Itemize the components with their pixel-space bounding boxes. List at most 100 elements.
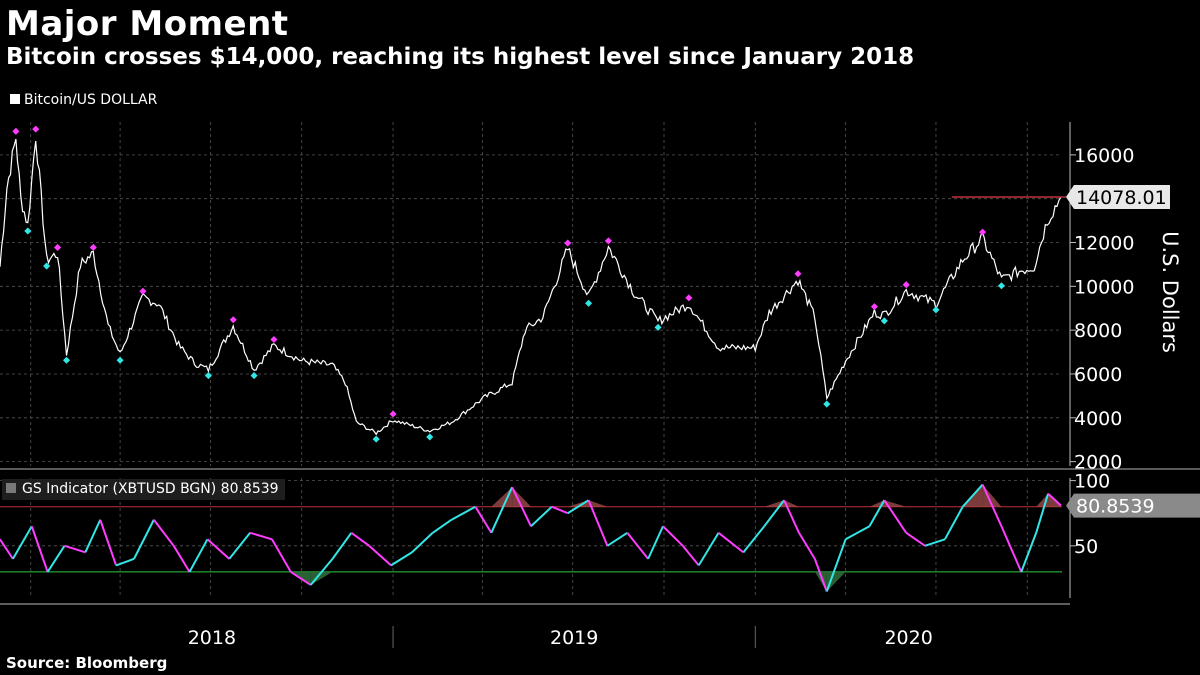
gs-segment-30 — [567, 499, 590, 515]
price-markers — [12, 125, 1005, 443]
low-marker-34 — [585, 299, 593, 307]
gs-segment-5 — [84, 519, 102, 553]
gs-segment-25 — [474, 506, 493, 534]
high-marker-10 — [89, 243, 97, 252]
price-last-value-label: 14078.01 — [1076, 187, 1167, 209]
gs-segment-47 — [883, 499, 908, 534]
high-marker-18 — [229, 316, 237, 324]
gs-segment-56 — [1047, 492, 1062, 507]
gs-segment-31 — [587, 499, 609, 547]
gs-segment-24 — [451, 505, 476, 521]
legend-swatch-gs — [6, 483, 16, 493]
gs-segment-4 — [64, 544, 86, 554]
low-marker-47 — [880, 317, 888, 325]
gs-segment-51 — [962, 483, 984, 508]
upper-fill-41 — [784, 500, 799, 507]
lower-fill-43 — [814, 571, 827, 592]
price-tick-label-4000: 4000 — [1074, 408, 1122, 430]
gs-segment-17 — [309, 558, 334, 586]
gs-segment-13 — [228, 532, 251, 560]
low-marker-52 — [997, 282, 1005, 290]
price-tick-label-12000: 12000 — [1074, 233, 1134, 255]
gs-segment-44 — [825, 538, 847, 592]
gs-segment-49 — [924, 538, 946, 547]
gs-segment-45 — [845, 525, 870, 541]
gs-segment-1 — [12, 525, 33, 560]
y-axis-label: U.S. Dollars — [1158, 231, 1182, 353]
source-note: Source: Bloomberg — [6, 654, 168, 672]
high-marker-38 — [685, 294, 693, 302]
legend-gs-indicator: GS Indicator (XBTUSD BGN) 80.8539 — [2, 479, 285, 500]
low-marker-6 — [43, 262, 51, 270]
high-marker-13 — [139, 287, 147, 295]
gs-segment-10 — [172, 545, 191, 573]
last-value-labels: 14078.01 80.8539 — [1066, 184, 1200, 518]
gs-segment-40 — [763, 499, 785, 527]
chart-subtitle: Bitcoin crosses $14,000, reaching its hi… — [6, 44, 915, 70]
bitcoin-price-line — [0, 138, 1062, 436]
legend-swatch-bitcoin — [10, 94, 20, 104]
indicator-series — [0, 483, 1062, 592]
gs-segment-36 — [682, 545, 700, 567]
low-marker-8 — [62, 356, 71, 364]
gs-segment-46 — [868, 499, 886, 527]
gs-segment-48 — [905, 531, 926, 547]
gs-segment-0 — [0, 538, 14, 560]
legend-bitcoin: Bitcoin/US DOLLAR — [10, 92, 157, 108]
upper-fill-47 — [884, 500, 907, 507]
price-last-value-box — [1066, 184, 1170, 209]
legend-label-gs: GS Indicator (XBTUSD BGN) 80.8539 — [22, 481, 279, 497]
gs-segment-21 — [390, 551, 413, 567]
gs-tick-label-50: 50 — [1074, 536, 1098, 558]
price-tick-label-8000: 8000 — [1074, 320, 1122, 342]
price-series — [0, 138, 1066, 436]
x-tick-labels: 2018 2019 2020 — [188, 626, 933, 649]
upper-fill-27 — [512, 487, 531, 507]
low-marker-19 — [250, 372, 258, 380]
low-marker-37 — [654, 323, 662, 331]
gs-segment-27 — [511, 486, 532, 527]
legend-label-bitcoin: Bitcoin/US DOLLAR — [24, 92, 158, 108]
gs-segment-50 — [944, 506, 964, 540]
gs-segment-39 — [742, 525, 766, 553]
gs-segment-18 — [331, 532, 353, 560]
gs-segment-11 — [188, 538, 209, 573]
high-marker-2 — [12, 127, 20, 135]
high-marker-51 — [979, 228, 987, 236]
gs-segment-6 — [99, 519, 118, 566]
gs-segment-9 — [153, 519, 175, 547]
low-marker-27 — [426, 433, 434, 441]
high-marker-42 — [794, 270, 802, 278]
low-marker-17 — [204, 372, 212, 380]
gs-segment-52 — [981, 484, 1003, 527]
high-marker-35 — [604, 237, 612, 245]
high-marker-48 — [902, 281, 910, 289]
high-marker-46 — [870, 303, 878, 311]
upper-fill-31 — [588, 500, 608, 507]
gs-segment-23 — [432, 518, 453, 534]
gs-segment-34 — [647, 525, 664, 560]
x-tick-label-2018: 2018 — [188, 627, 236, 649]
x-tick-label-2020: 2020 — [884, 627, 932, 649]
gs-segment-22 — [411, 532, 434, 554]
gs-segment-38 — [717, 531, 745, 554]
gs-segment-14 — [249, 531, 273, 541]
gs-segment-2 — [30, 525, 49, 573]
gs-segment-12 — [206, 538, 230, 560]
gs-last-value-box — [1066, 493, 1200, 518]
grid-lines — [0, 154, 1062, 547]
gs-segment-28 — [530, 505, 553, 527]
price-tick-label-6000: 6000 — [1074, 364, 1122, 386]
gs-segment-55 — [1035, 493, 1050, 534]
gs-segment-42 — [798, 532, 816, 560]
gs-segment-29 — [551, 505, 569, 515]
low-marker-49 — [932, 306, 940, 314]
high-marker-5 — [32, 125, 40, 133]
gs-segment-16 — [290, 571, 312, 586]
low-marker-44 — [823, 400, 831, 408]
gs-segment-3 — [46, 545, 66, 573]
gs-segment-20 — [368, 545, 392, 567]
gs-segment-37 — [697, 532, 720, 566]
gs-segment-43 — [813, 558, 828, 592]
